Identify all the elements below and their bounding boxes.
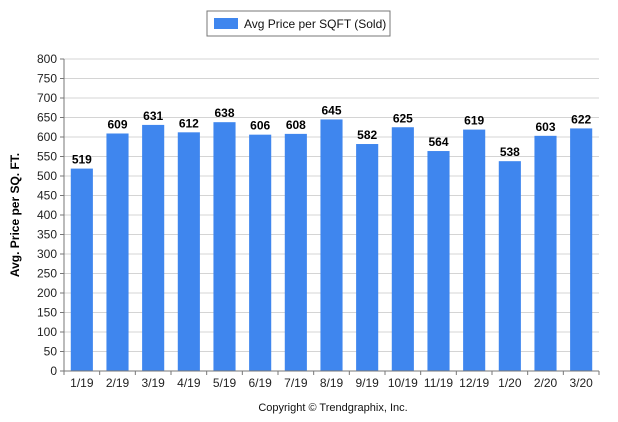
bar	[70, 168, 93, 371]
x-axis-ticks: 1/19 2/19 3/19 4/19 5/19 6/19 7/19 8/19 9/19 10/1…	[63, 371, 600, 390]
x-tick-label: 1/20	[498, 376, 522, 390]
y-tick-label: 750	[37, 72, 57, 86]
x-tick-label: 10/19	[388, 376, 418, 390]
bar	[498, 161, 521, 371]
bar	[213, 122, 236, 372]
bar	[142, 124, 165, 371]
bar-data-label: 631	[143, 109, 163, 123]
bar	[534, 135, 557, 371]
x-tick-label: 2/20	[534, 376, 558, 390]
x-tick-label: 11/19	[424, 376, 453, 390]
legend: Avg Price per SQFT (Sold)	[206, 10, 391, 37]
y-axis-label: Avg. Price per SQ. FT.	[8, 153, 22, 277]
y-tick-label: 700	[37, 91, 57, 105]
bar-data-label: 603	[535, 120, 555, 134]
x-tick-label: 2/19	[106, 376, 130, 390]
y-tick-label: 350	[37, 228, 57, 242]
bar-data-label: 538	[500, 145, 520, 159]
bars	[70, 119, 593, 372]
y-tick-label: 650	[37, 111, 57, 125]
bar-data-label: 638	[214, 106, 234, 120]
legend-label: Avg Price per SQFT (Sold)	[244, 17, 386, 31]
x-tick-label: 3/20	[569, 376, 593, 390]
x-tick-label: 9/19	[355, 376, 379, 390]
y-tick-label: 550	[37, 150, 57, 164]
x-tick-label: 1/19	[70, 376, 94, 390]
bar-data-label: 612	[179, 116, 199, 130]
bar-data-label: 519	[72, 153, 92, 167]
y-axis-ticks: 0 50 100 150 200 250 300 350 400 450 500 550 600 650 7…	[37, 52, 64, 378]
bar	[284, 133, 307, 371]
x-tick-label: 8/19	[320, 376, 344, 390]
y-tick-label: 250	[37, 267, 57, 281]
y-tick-label: 600	[37, 130, 57, 144]
bar-data-label: 582	[357, 128, 377, 142]
y-tick-label: 450	[37, 189, 57, 203]
x-tick-label: 5/19	[213, 376, 237, 390]
y-tick-label: 0	[50, 364, 57, 378]
bar	[249, 134, 272, 371]
bar	[391, 127, 414, 371]
x-tick-label: 3/19	[141, 376, 165, 390]
bar-data-label: 619	[464, 114, 484, 128]
y-tick-label: 400	[37, 208, 57, 222]
y-tick-label: 50	[44, 345, 58, 359]
bar-data-labels: 519 609 631 612 638 606 608 645 582 625 564 619 538 6…	[72, 103, 592, 166]
x-tick-label: 6/19	[248, 376, 272, 390]
bar-data-label: 564	[428, 135, 448, 149]
bar	[356, 144, 379, 371]
x-tick-label: 4/19	[177, 376, 201, 390]
x-tick-label: 12/19	[459, 376, 489, 390]
y-tick-label: 200	[37, 286, 57, 300]
x-tick-label: 7/19	[284, 376, 308, 390]
bar	[177, 132, 200, 371]
bar-data-label: 606	[250, 119, 270, 133]
bar-data-label: 622	[571, 112, 591, 126]
bar	[106, 133, 129, 371]
bar-data-label: 645	[321, 103, 341, 117]
bar-data-label: 609	[107, 117, 127, 131]
y-tick-label: 500	[37, 169, 57, 183]
y-tick-label: 300	[37, 247, 57, 261]
bar	[427, 151, 450, 371]
bar	[463, 129, 486, 371]
copyright-credit: Copyright © Trendgraphix, Inc.	[258, 402, 407, 414]
bar-data-label: 608	[286, 118, 306, 132]
bar	[320, 119, 343, 371]
legend-swatch	[214, 18, 238, 29]
bar	[570, 128, 593, 371]
y-tick-label: 800	[37, 52, 57, 66]
y-tick-label: 150	[37, 306, 57, 320]
bar-data-label: 625	[393, 111, 413, 125]
y-tick-label: 100	[37, 325, 57, 339]
